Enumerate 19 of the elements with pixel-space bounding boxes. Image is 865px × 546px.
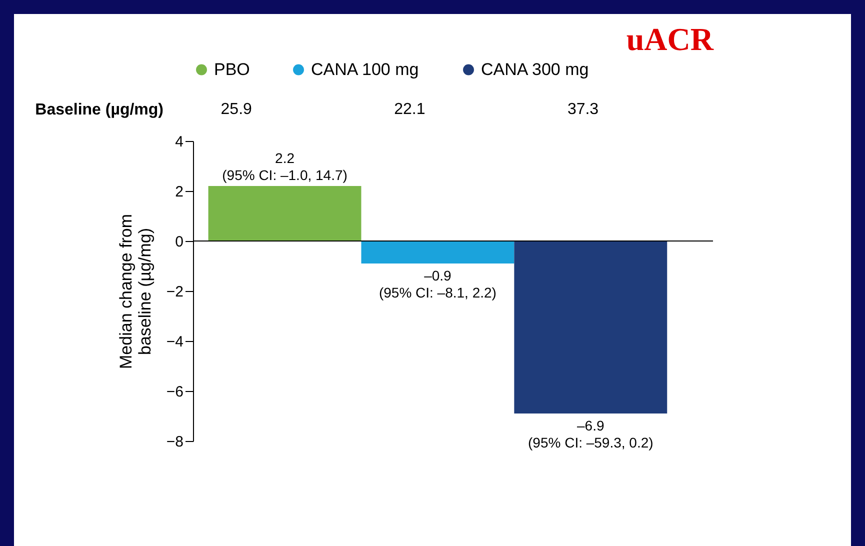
y-tick-label: 0 — [175, 234, 184, 250]
y-tick-label: −8 — [166, 434, 184, 450]
data-label: –0.9 (95% CI: –8.1, 2.2) — [378, 268, 496, 300]
data-label: –6.9 (95% CI: –59.3, 0.2) — [528, 418, 654, 450]
chart-title: uACR — [626, 21, 714, 57]
y-tick-label: 4 — [175, 134, 184, 150]
y-tick-label: −6 — [166, 384, 184, 400]
legend-label: CANA 300 mg — [481, 60, 589, 79]
text: Baseline (µg/mg) — [35, 102, 164, 118]
legend-label: PBO — [214, 60, 250, 79]
text: 25.9 — [220, 101, 252, 118]
text: 22.1 — [394, 101, 426, 118]
data-label: 2.2 (95% CI: –1.0, 14.7) — [222, 150, 348, 183]
y-tick-label: 2 — [175, 184, 184, 200]
legend-label: CANA 100 mg — [311, 60, 419, 79]
y-tick-label: −2 — [166, 284, 184, 300]
y-tick-label: −4 — [166, 334, 184, 350]
y-axis-title: Median change from baseline (µg/mg) — [116, 214, 154, 369]
text: 37.3 — [567, 101, 599, 118]
